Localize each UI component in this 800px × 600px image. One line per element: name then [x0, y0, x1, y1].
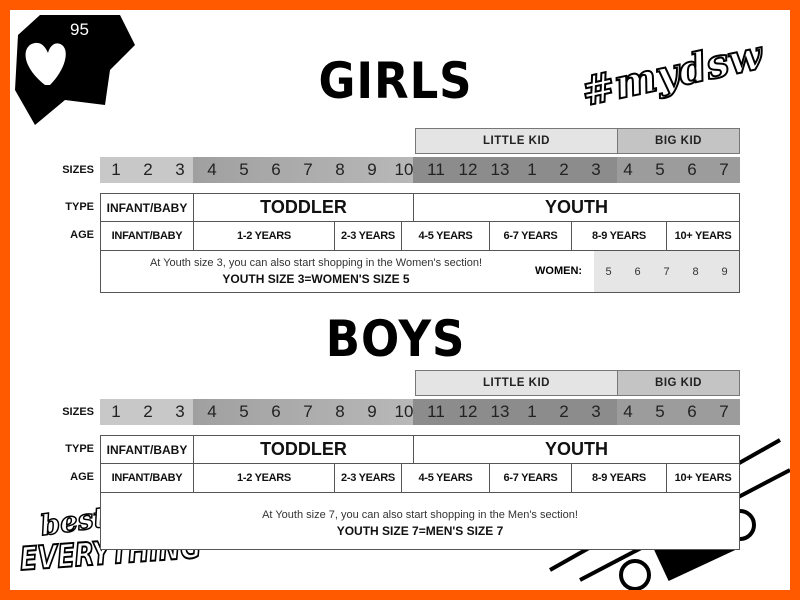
type-toddler: TODDLER	[194, 194, 414, 221]
men-note: At Youth size 7, you can also start shop…	[101, 509, 739, 538]
size-cell: 11	[427, 160, 445, 179]
size-cell: 9	[367, 402, 377, 421]
age-cell: INFANT/BABY	[101, 222, 194, 250]
sizes-row: 1 2 3 4 5 6 7 8 9 10 11 12 13 1 2 3 4 5 6 7	[100, 157, 740, 183]
age-label: AGE	[70, 229, 94, 241]
type-row: INFANT/BABY TODDLER YOUTH	[100, 435, 740, 464]
men-note-text: At Youth size 7, you can also start shop…	[262, 509, 578, 521]
age-row: INFANT/BABY 1-2 YEARS 2-3 YEARS 4-5 YEAR…	[100, 463, 740, 493]
size-cell: 4	[623, 402, 633, 421]
size-cell: 6	[271, 160, 281, 179]
girls-title: GIRLS	[318, 52, 473, 110]
age-cell: 8-9 YEARS	[572, 464, 667, 492]
size-cell: 8	[335, 402, 345, 421]
size-cell: 3	[175, 160, 185, 179]
women-size: 5	[605, 265, 612, 278]
age-cell: 1-2 YEARS	[194, 464, 335, 492]
type-infant: INFANT/BABY	[101, 194, 194, 221]
size-cell: 10	[394, 160, 414, 179]
size-cell: 12	[458, 160, 478, 179]
size-chart-canvas: 95 #mydsw GIRLS BOYS best of EVERYTHING …	[10, 10, 790, 590]
size-cell: 8	[335, 160, 345, 179]
size-cell: 1	[527, 160, 537, 179]
size-cell: 3	[591, 160, 601, 179]
big-kid-header: BIG KID	[617, 370, 740, 396]
size-cell: 5	[239, 160, 249, 179]
age-cell: 2-3 YEARS	[335, 464, 402, 492]
hashtag-logo: #mydsw	[576, 30, 768, 116]
size-cell: 7	[303, 160, 313, 179]
type-toddler: TODDLER	[194, 436, 414, 463]
size-cell: 2	[143, 160, 153, 179]
size-cell: 3	[175, 402, 185, 421]
age-cell: 6-7 YEARS	[490, 222, 572, 250]
women-note: At Youth size 3, you can also start shop…	[101, 257, 531, 286]
women-sizes: 5 6 7 8 9	[594, 251, 739, 292]
age-cell: 4-5 YEARS	[402, 464, 490, 492]
type-youth: YOUTH	[545, 439, 608, 459]
size-cell: 13	[490, 160, 510, 179]
men-note-row: At Youth size 7, you can also start shop…	[100, 492, 740, 550]
size-cell: 1	[111, 160, 121, 179]
size-cell: 7	[719, 402, 729, 421]
age-cell: 10+ YEARS	[674, 472, 732, 484]
size-cell: 4	[623, 160, 633, 179]
size-cell: 1	[111, 402, 121, 421]
type-label: TYPE	[65, 443, 94, 455]
badge-count: 95	[70, 20, 89, 39]
women-size: 9	[721, 265, 728, 278]
age-cell: 8-9 YEARS	[572, 222, 667, 250]
size-cell: 5	[239, 402, 249, 421]
boys-title: BOYS	[325, 310, 466, 368]
size-cell: 1	[527, 402, 537, 421]
size-cell: 6	[687, 160, 697, 179]
size-cell: 6	[687, 402, 697, 421]
size-cell: 3	[591, 402, 601, 421]
little-kid-header: LITTLE KID	[415, 370, 618, 396]
size-cell: 2	[143, 402, 153, 421]
size-cell: 2	[559, 402, 569, 421]
sizes-label: SIZES	[62, 164, 94, 176]
type-row: INFANT/BABY TODDLER YOUTH	[100, 193, 740, 222]
size-cell: 12	[458, 402, 478, 421]
women-label: WOMEN:	[535, 265, 583, 277]
size-cell: 9	[367, 160, 377, 179]
age-cell: 6-7 YEARS	[490, 464, 572, 492]
women-size: 6	[634, 265, 641, 278]
size-cell: 11	[427, 402, 445, 421]
size-cell: 6	[271, 402, 281, 421]
size-cell: 10	[394, 402, 414, 421]
size-cell: 13	[490, 402, 510, 421]
size-cell: 5	[655, 160, 665, 179]
age-cell: 4-5 YEARS	[402, 222, 490, 250]
women-conversion: YOUTH SIZE 3=WOMEN'S SIZE 5	[222, 272, 410, 286]
size-cell: 5	[655, 402, 665, 421]
age-label: AGE	[70, 471, 94, 483]
heart-badge-icon	[15, 15, 135, 125]
sizes-row: 1 2 3 4 5 6 7 8 9 10 11 12 13 1 2 3 4 5 6 7	[100, 399, 740, 425]
type-youth: YOUTH	[545, 197, 608, 217]
women-note-row: At Youth size 3, you can also start shop…	[100, 250, 740, 293]
size-cell: 2	[559, 160, 569, 179]
women-note-text: At Youth size 3, you can also start shop…	[149, 257, 483, 269]
type-label: TYPE	[65, 201, 94, 213]
age-cell: 1-2 YEARS	[194, 222, 335, 250]
size-cell: 7	[719, 160, 729, 179]
size-cell: 4	[207, 402, 217, 421]
size-cell: 7	[303, 402, 313, 421]
age-cell: 2-3 YEARS	[335, 222, 402, 250]
age-row: INFANT/BABY 1-2 YEARS 2-3 YEARS 4-5 YEAR…	[100, 221, 740, 251]
sizes-label: SIZES	[62, 406, 94, 418]
women-size: 7	[663, 265, 670, 278]
type-infant: INFANT/BABY	[101, 436, 194, 463]
men-conversion: YOUTH SIZE 7=MEN'S SIZE 7	[336, 524, 504, 538]
size-cell: 4	[207, 160, 217, 179]
age-cell: 10+ YEARS	[674, 230, 732, 242]
age-cell: INFANT/BABY	[101, 464, 194, 492]
little-kid-header: LITTLE KID	[415, 128, 618, 154]
big-kid-header: BIG KID	[617, 128, 740, 154]
women-size: 8	[692, 265, 699, 278]
